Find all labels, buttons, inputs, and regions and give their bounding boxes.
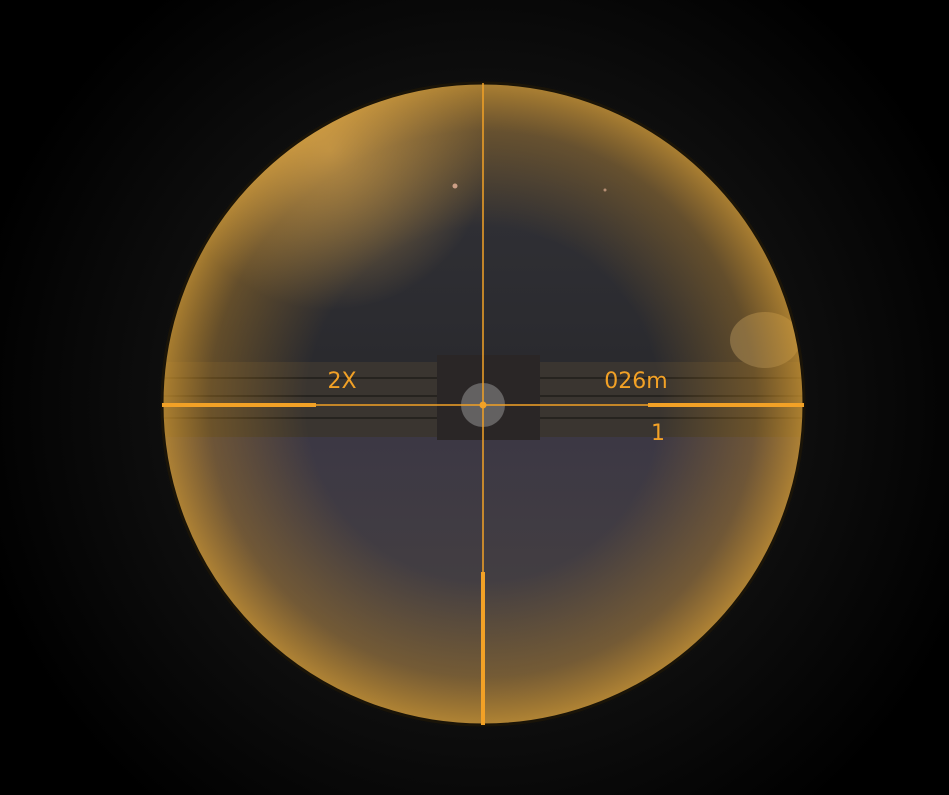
zoom-label: 2X bbox=[327, 369, 356, 394]
reticle-center bbox=[479, 401, 487, 409]
range-label: 026m bbox=[604, 369, 667, 394]
count-label: 1 bbox=[651, 421, 665, 446]
reticle bbox=[162, 83, 804, 725]
